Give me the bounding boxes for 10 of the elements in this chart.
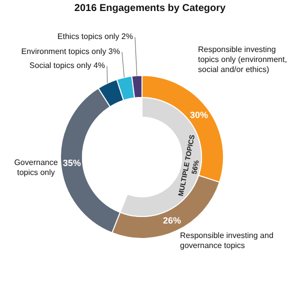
- slice-label: Governance topics only: [14, 158, 58, 178]
- slice-label: Responsible investing topics only (environment, social and/or ethics): [198, 45, 287, 74]
- chart-title: 2016 Engagements by Category: [74, 2, 226, 14]
- slice-label: Ethics topics only 2%: [57, 32, 133, 42]
- slice-label: Environment topics only 3%: [21, 47, 120, 56]
- data-label: 30%: [190, 110, 208, 120]
- data-label: 26%: [163, 215, 182, 226]
- slice-label: Responsible investing and governance topics: [180, 231, 274, 250]
- slice-label: Social topics only 4%: [29, 61, 105, 70]
- data-label: 35%: [62, 158, 81, 168]
